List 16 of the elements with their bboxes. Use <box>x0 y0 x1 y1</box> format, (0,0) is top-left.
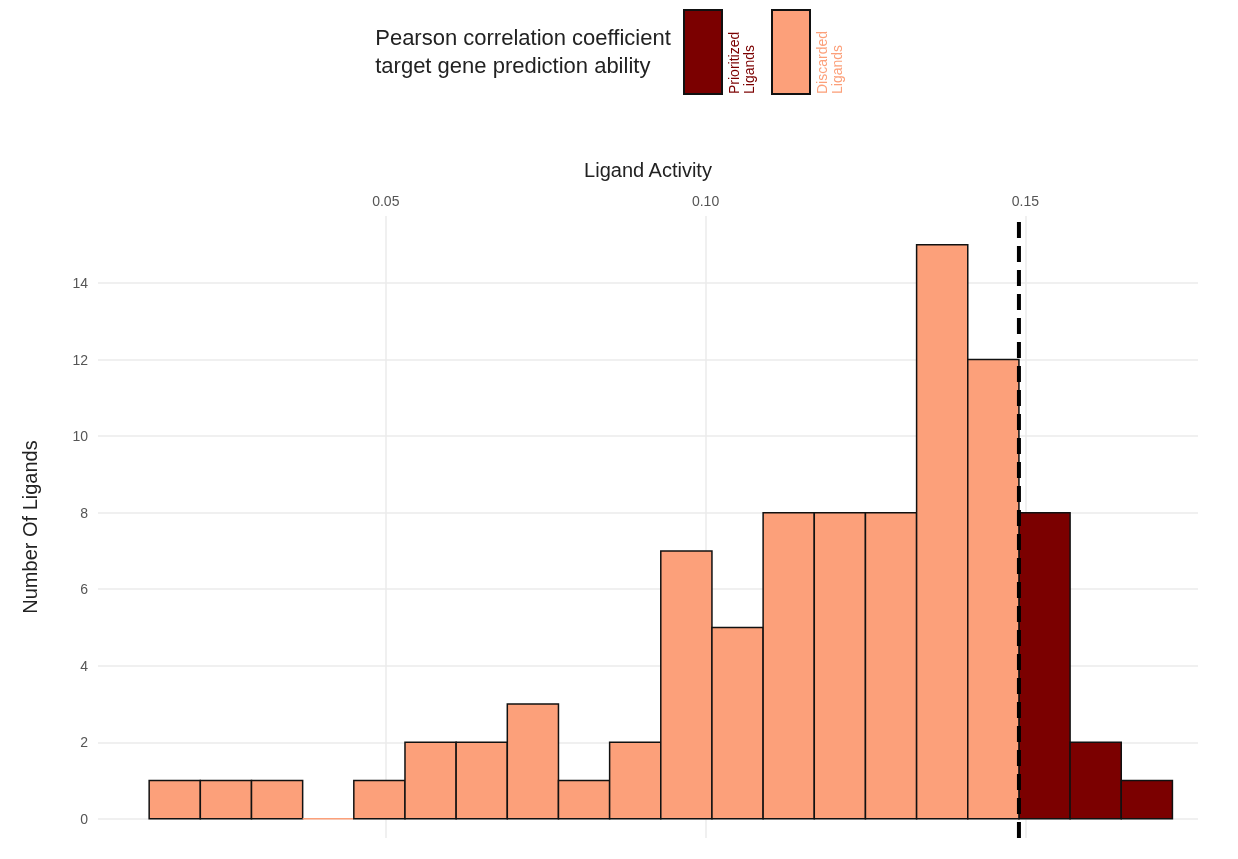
y-tick-label: 2 <box>80 734 89 751</box>
x-tick-label: 0.05 <box>372 193 400 209</box>
legend-title: Pearson correlation coefficient target gene prediction ability <box>375 24 671 80</box>
y-tick-label: 6 <box>80 581 89 598</box>
y-axis-title: Number Of Ligands <box>19 440 41 614</box>
x-axis-title: Ligand Activity <box>584 159 712 181</box>
y-tick-label: 4 <box>80 657 89 674</box>
y-tick-label: 10 <box>72 428 89 445</box>
y-tick-label: 8 <box>80 504 89 521</box>
y-tick-label: 0 <box>80 810 89 827</box>
x-tick-label: 0.15 <box>1011 193 1040 209</box>
text: Prioritized Ligands <box>725 30 758 94</box>
y-tick-label: 12 <box>72 351 89 368</box>
x-tick-label: 0.10 <box>691 193 720 209</box>
text: Discarded Ligands <box>813 29 846 94</box>
y-tick-label: 14 <box>72 274 89 291</box>
